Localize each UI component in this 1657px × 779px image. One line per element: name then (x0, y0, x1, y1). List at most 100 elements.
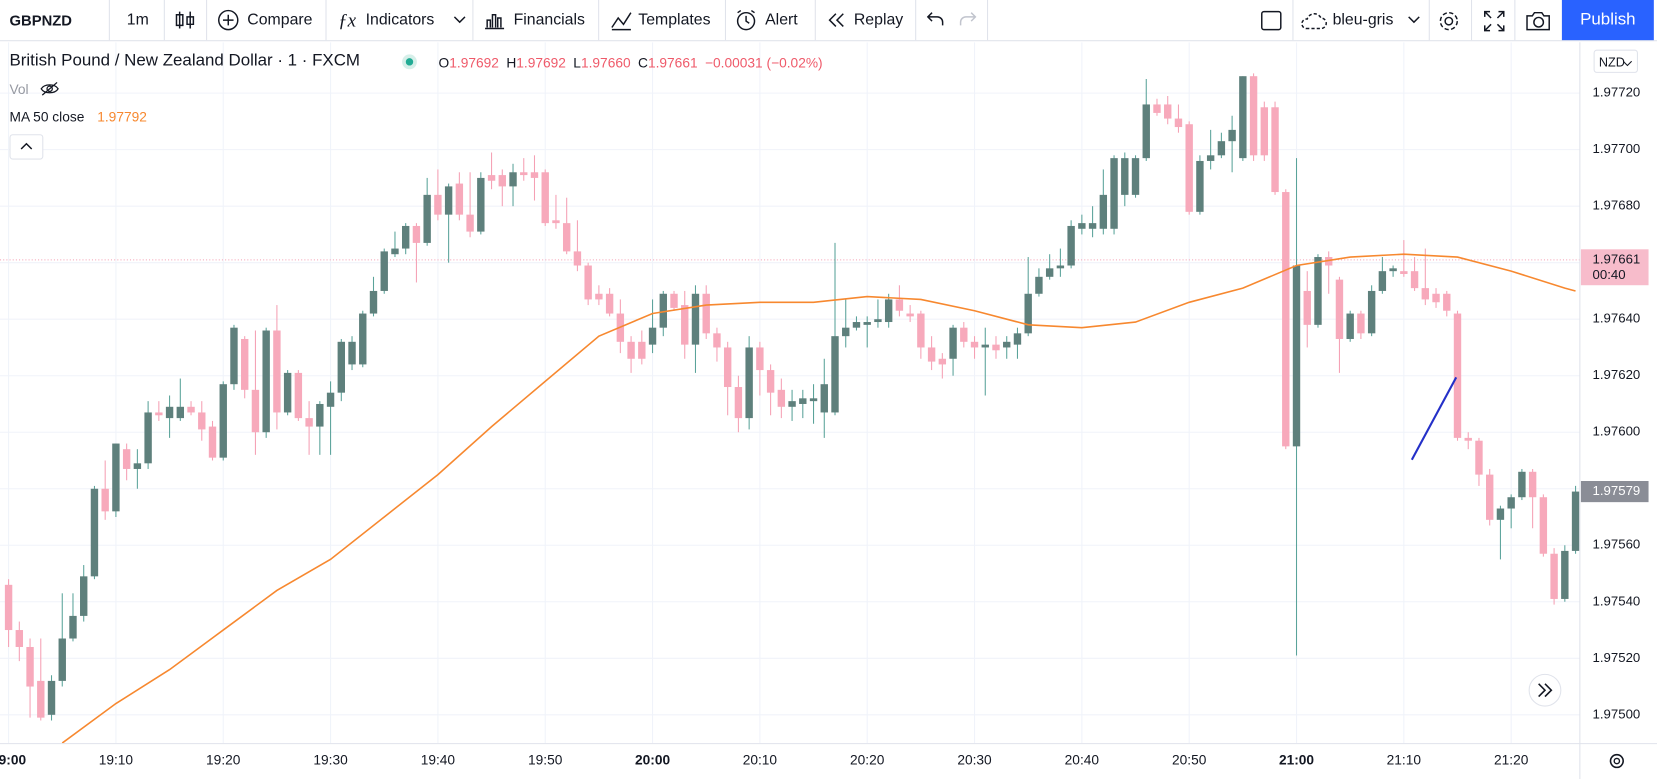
fx-icon[interactable]: ƒx (338, 9, 357, 31)
candle-body (573, 251, 582, 266)
x-tick-label: 19:50 (528, 753, 563, 768)
candle-body (1378, 271, 1387, 291)
candle-body (187, 406, 195, 413)
y-tick-label: 1.97500 (1593, 706, 1641, 721)
cloud-icon[interactable] (1299, 12, 1329, 31)
candle-body (401, 225, 410, 249)
alert-icon[interactable] (734, 9, 757, 33)
y-tick-label: 1.97620 (1593, 367, 1641, 382)
x-tick-label: 19:30 (313, 753, 348, 768)
candle-body (1507, 497, 1515, 509)
candle-body (509, 172, 517, 187)
divider (1514, 0, 1516, 41)
candle-body (1035, 276, 1043, 294)
candle-body (1174, 118, 1183, 128)
candle-body (1335, 279, 1344, 339)
candle-body (938, 358, 947, 365)
candle-body (670, 293, 678, 308)
candle-body (101, 488, 109, 512)
compare-icon[interactable] (217, 9, 240, 33)
candle-body (562, 223, 571, 252)
divider (1428, 0, 1430, 41)
divider (108, 0, 110, 41)
compare-button[interactable]: Compare (247, 10, 313, 29)
chevron[interactable] (453, 15, 466, 26)
candle-body (487, 175, 496, 181)
financials-button[interactable]: Financials (513, 10, 585, 29)
candle-body (58, 638, 66, 681)
candle-body (1024, 293, 1032, 334)
ohlc-value: 1.97692 (516, 54, 566, 71)
candle-body (1260, 107, 1269, 156)
candle-body (1131, 158, 1140, 195)
candle-body (799, 398, 807, 404)
candle-body (530, 172, 539, 178)
x-tick-label: 21:20 (1494, 753, 1529, 768)
interval[interactable]: 1m (126, 10, 149, 29)
candle-body (423, 194, 431, 243)
candle-body (69, 615, 77, 639)
replay-button[interactable]: Replay (853, 10, 904, 29)
candle-body (37, 680, 45, 718)
symbol[interactable]: GBPNZD (9, 11, 72, 29)
financials-icon[interactable] (483, 10, 506, 31)
candle-body (15, 630, 24, 647)
alert-button[interactable]: Alert (765, 10, 798, 29)
fullscreen-icon[interactable] (1483, 10, 1506, 33)
candle-body (1088, 223, 1097, 229)
candle-body (1228, 129, 1236, 142)
plot-area (4, 73, 1580, 744)
currency-selector[interactable]: NZD (1593, 49, 1638, 73)
candle-body (1045, 268, 1054, 277)
candle-body (1539, 497, 1548, 554)
divider (206, 0, 208, 41)
candle-body (1196, 160, 1204, 212)
volume-label: Vol (9, 81, 29, 98)
candle-body (659, 293, 667, 328)
settings-button[interactable] (1609, 753, 1624, 769)
y-tick-label: 1.97560 (1593, 537, 1641, 552)
indicator-value: 1.97792 (97, 108, 147, 125)
candle-body (1357, 313, 1365, 334)
templates-icon[interactable] (610, 10, 633, 31)
hidden-icon[interactable] (39, 80, 60, 97)
candle-body (208, 426, 217, 458)
candle-body (1421, 288, 1430, 300)
candle-body (1110, 158, 1118, 229)
candle-body (80, 576, 88, 616)
candle-body (927, 347, 936, 362)
candle-body (294, 372, 303, 419)
layout-name[interactable]: bleu-gris (1332, 10, 1394, 29)
candle-body (1121, 158, 1129, 195)
candle-body (165, 406, 174, 419)
x-tick-label: 20:40 (1065, 753, 1100, 768)
chevron[interactable] (1408, 15, 1421, 26)
y-tick-label: 1.97640 (1593, 311, 1641, 326)
chart-type-icon[interactable] (174, 10, 195, 31)
candle-body (359, 313, 367, 365)
undo-icon[interactable] (926, 12, 946, 27)
candle-body (917, 313, 925, 348)
candle-body (434, 194, 442, 215)
ohlc-value: 1.97660 (580, 54, 631, 71)
scroll-button[interactable] (1528, 673, 1562, 707)
layout-icon[interactable] (1260, 10, 1283, 33)
settings-icon[interactable] (1437, 10, 1460, 33)
candle-body (723, 347, 732, 388)
collapse-button[interactable] (9, 134, 44, 160)
candle-body (1078, 223, 1086, 229)
snapshot-icon[interactable] (1525, 10, 1552, 33)
publish-button[interactable]: Publish (1561, 0, 1654, 41)
candle-body (863, 322, 871, 325)
candle-body (766, 370, 775, 393)
indicators-button[interactable]: Indicators (365, 10, 435, 29)
replay-icon[interactable] (826, 12, 847, 29)
candle-body (992, 344, 1000, 351)
candle-body (1400, 271, 1408, 274)
trend-line-drawing[interactable] (1410, 376, 1458, 461)
x-tick-label: 19:40 (421, 753, 456, 768)
redo-icon[interactable] (957, 12, 977, 27)
divider (987, 0, 989, 41)
templates-button[interactable]: Templates (638, 10, 711, 29)
x-tick-label: 20:20 (850, 753, 885, 768)
